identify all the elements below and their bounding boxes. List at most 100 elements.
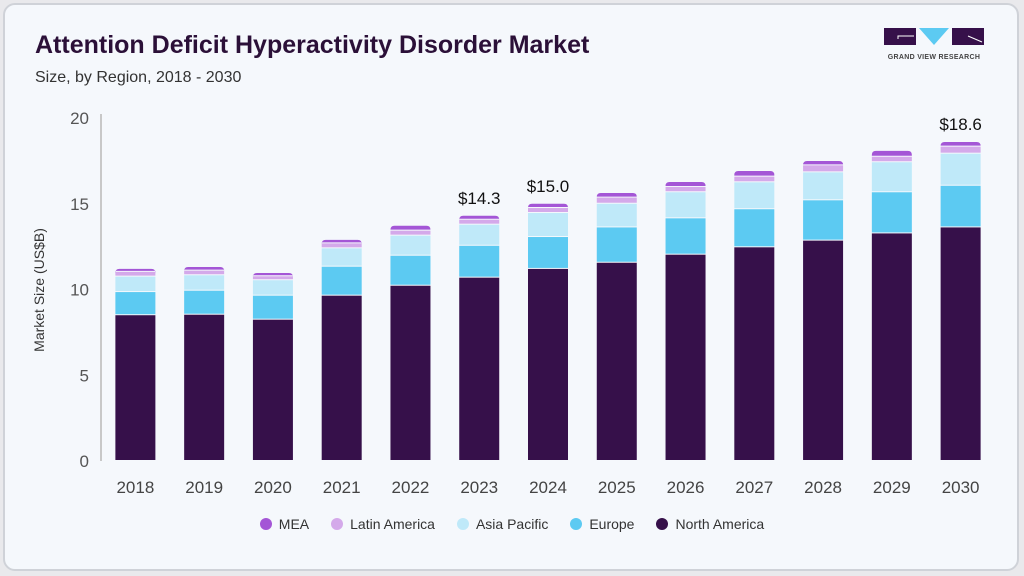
legend-item: Europe [570, 516, 634, 532]
bar-segment-asia-pacific [665, 192, 706, 218]
bar-segment-europe [252, 295, 293, 319]
x-tick-label: 2022 [392, 478, 430, 497]
legend-item: MEA [259, 516, 310, 532]
legend-swatch [656, 518, 669, 530]
bar-segment-mea [252, 273, 293, 278]
bar-segment-europe [184, 290, 225, 314]
bar-segment-north-america [390, 285, 431, 460]
legend-label: North America [675, 516, 765, 532]
y-tick-label: 10 [70, 281, 89, 300]
bar-segment-latin-america [390, 230, 431, 235]
bar-segment-latin-america [734, 176, 775, 182]
total-value-label: $18.6 [939, 115, 982, 134]
bar-segment-mea [459, 215, 500, 220]
x-tick-label: 2029 [873, 478, 911, 497]
bar-segment-north-america [871, 233, 912, 460]
bar-segment-north-america [734, 247, 775, 460]
bar-segment-asia-pacific [252, 280, 293, 295]
bar-segment-asia-pacific [459, 224, 500, 245]
bar-segment-latin-america [871, 156, 912, 162]
bar-segment-europe [665, 218, 706, 254]
bar-segment-mea [940, 142, 981, 147]
bar-segment-north-america [596, 262, 637, 460]
bar-segment-europe [390, 255, 431, 285]
bar-segment-latin-america [803, 165, 844, 172]
bar-segment-latin-america [596, 197, 637, 203]
legend-item: Asia Pacific [456, 516, 549, 532]
bar-segment-north-america [940, 227, 981, 460]
bar-segment-mea [390, 225, 431, 230]
bar-segment-mea [596, 192, 637, 197]
x-tick-label: 2020 [254, 478, 292, 497]
bar-segment-mea [115, 268, 156, 273]
x-tick-label: 2026 [667, 478, 705, 497]
y-tick-label: 5 [80, 366, 89, 385]
x-tick-label: 2019 [185, 478, 223, 497]
legend-label: Latin America [350, 516, 435, 532]
legend: MEA Latin America Asia Pacific Europe North … [0, 516, 1024, 532]
bar-segment-europe [321, 266, 362, 295]
bar-segment-mea [803, 161, 844, 166]
bar-segment-north-america [252, 319, 293, 460]
bar-segment-mea [871, 150, 912, 156]
bar-segment-latin-america [528, 208, 568, 213]
bar-segment-europe [596, 227, 637, 262]
x-tick-label: 2030 [942, 478, 980, 497]
legend-swatch [456, 518, 469, 530]
bar-segment-europe [940, 185, 981, 227]
x-tick-label: 2021 [323, 478, 361, 497]
chart-card: Attention Deficit Hyperactivity Disorder… [3, 3, 1019, 571]
bar-segment-asia-pacific [734, 182, 775, 209]
bar-segment-asia-pacific [390, 235, 431, 255]
bar-segment-north-america [803, 240, 844, 460]
legend-item: North America [656, 516, 764, 532]
bar-segment-latin-america [184, 270, 225, 275]
bar-segment-latin-america [459, 219, 500, 224]
y-tick-label: 20 [70, 109, 89, 128]
bar-segment-mea [528, 203, 568, 208]
total-value-label: $14.3 [458, 189, 501, 208]
legend-label: Europe [589, 516, 635, 532]
bar-segment-north-america [665, 254, 706, 460]
x-tick-label: 2027 [735, 478, 773, 497]
x-tick-label: 2025 [598, 478, 636, 497]
bar-segment-mea [321, 239, 362, 244]
legend-item: Latin America [331, 516, 435, 532]
bar-segment-latin-america [115, 271, 156, 276]
bar-segment-asia-pacific [596, 203, 637, 227]
legend-swatch [570, 518, 583, 530]
bar-segment-europe [528, 237, 568, 268]
bar-segment-mea [734, 170, 775, 176]
bar-segment-mea [665, 181, 706, 186]
bar-segment-europe [734, 209, 775, 247]
bar-segment-latin-america [665, 186, 706, 192]
bar-segment-latin-america [940, 146, 981, 153]
bar-segment-latin-america [252, 276, 293, 280]
grand-view-research-logo: GRAND VIEW RESEARCH [884, 28, 984, 61]
bar-segment-mea [184, 267, 225, 272]
x-tick-label: 2018 [116, 478, 154, 497]
bar-segment-asia-pacific [115, 276, 156, 292]
x-tick-label: 2023 [460, 478, 498, 497]
legend-label: Asia Pacific [475, 516, 549, 532]
bar-segment-north-america [321, 295, 362, 460]
x-tick-label: 2024 [529, 478, 567, 497]
legend-label: MEA [278, 516, 310, 532]
total-value-label: $15.0 [527, 177, 570, 196]
bar-segment-north-america [184, 314, 225, 460]
legend-swatch [259, 518, 272, 530]
legend-swatch [331, 518, 344, 530]
bar-segment-north-america [115, 315, 156, 460]
bar-segment-latin-america [321, 243, 362, 248]
bar-segment-asia-pacific [184, 275, 225, 290]
bar-segment-europe [803, 200, 844, 240]
y-axis-title: Market Size (US$B) [31, 228, 47, 352]
bar-segment-north-america [528, 268, 568, 460]
bar-segment-asia-pacific [803, 172, 844, 200]
chart-title: Attention Deficit Hyperactivity Disorder… [35, 31, 590, 59]
bar-segment-europe [871, 192, 912, 233]
bar-segment-asia-pacific [528, 213, 568, 237]
bar-segment-north-america [459, 277, 500, 460]
bar-segment-asia-pacific [321, 248, 362, 266]
